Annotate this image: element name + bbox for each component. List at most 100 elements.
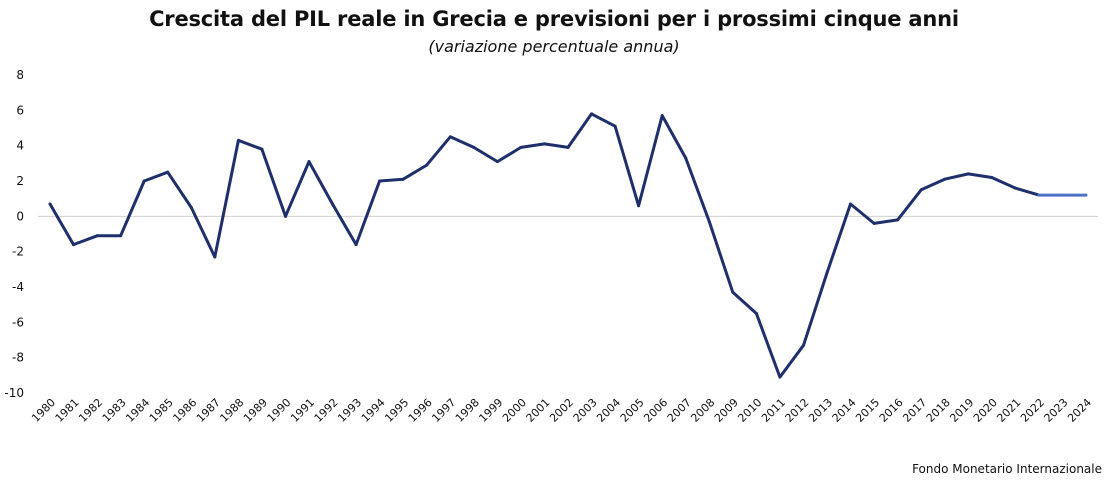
x-tick-label: 1998 xyxy=(453,396,482,425)
data-point xyxy=(354,243,358,247)
data-point xyxy=(472,145,476,149)
x-tick-label: 2005 xyxy=(618,396,647,425)
x-tick-label: 2018 xyxy=(924,396,953,425)
data-point xyxy=(1037,193,1041,197)
data-point xyxy=(684,156,688,160)
x-tick-label: 2002 xyxy=(547,396,576,425)
y-tick-label: 4 xyxy=(16,139,24,153)
y-tick-label: -6 xyxy=(12,315,24,329)
data-point xyxy=(166,170,170,174)
data-point xyxy=(142,179,146,183)
x-tick-label: 2019 xyxy=(947,396,976,425)
data-point xyxy=(778,375,782,379)
data-points xyxy=(48,112,1088,379)
x-tick-label: 2008 xyxy=(688,396,717,425)
y-tick-label: -2 xyxy=(12,245,24,259)
x-tick-label: 2013 xyxy=(806,396,835,425)
x-tick-label: 2015 xyxy=(853,396,882,425)
data-point xyxy=(660,114,664,118)
data-point xyxy=(48,202,52,206)
x-tick-label: 2021 xyxy=(994,396,1023,425)
y-tick-label: 6 xyxy=(16,103,24,117)
data-point xyxy=(95,234,99,238)
x-tick-label: 1997 xyxy=(429,396,458,425)
x-tick-label: 1996 xyxy=(406,396,435,425)
data-point xyxy=(1060,193,1064,197)
y-tick-label: -10 xyxy=(4,386,24,400)
y-tick-label: 0 xyxy=(16,209,24,223)
data-point xyxy=(236,138,240,142)
x-tick-label: 1981 xyxy=(53,396,82,425)
data-point xyxy=(731,290,735,294)
x-tick-label: 1984 xyxy=(123,396,152,425)
x-tick-label: 1987 xyxy=(194,396,223,425)
x-tick-label: 2000 xyxy=(500,396,529,425)
x-tick-label: 1989 xyxy=(241,396,270,425)
data-point xyxy=(283,214,287,218)
x-tick-label: 1991 xyxy=(288,396,317,425)
data-point xyxy=(990,175,994,179)
data-point xyxy=(307,160,311,164)
source-note: Fondo Monetario Internazionale xyxy=(912,462,1102,476)
data-point xyxy=(189,206,193,209)
chart-subtitle: (variazione percentuale annua) xyxy=(428,37,680,56)
x-tick-label: 1986 xyxy=(170,396,199,425)
x-tick-label: 1982 xyxy=(76,396,105,425)
data-point xyxy=(495,160,499,164)
data-point xyxy=(872,221,876,225)
data-point xyxy=(72,243,76,247)
data-point xyxy=(943,177,947,181)
series-line-historical xyxy=(48,112,1040,379)
data-point xyxy=(896,218,900,222)
data-point xyxy=(849,202,853,206)
x-tick-label: 2022 xyxy=(1018,396,1047,425)
x-tick-label: 2020 xyxy=(971,396,1000,425)
chart-title: Crescita del PIL reale in Grecia e previ… xyxy=(149,7,959,31)
x-tick-label: 1993 xyxy=(335,396,364,425)
data-point xyxy=(519,145,523,149)
x-tick-label: 2004 xyxy=(594,396,623,425)
x-tick-label: 2009 xyxy=(712,396,741,425)
y-tick-label: 2 xyxy=(16,174,24,188)
data-point xyxy=(425,163,429,167)
x-tick-label: 1999 xyxy=(476,396,505,425)
y-tick-label: -4 xyxy=(12,280,24,294)
x-tick-label: 2006 xyxy=(641,396,670,425)
data-point xyxy=(590,112,594,116)
data-point xyxy=(1013,186,1017,190)
x-tick-label: 1985 xyxy=(147,396,176,425)
x-tick-label: 2001 xyxy=(524,396,553,425)
y-tick-label: -8 xyxy=(12,351,24,365)
x-tick-label: 2010 xyxy=(735,396,764,425)
x-tick-label: 2024 xyxy=(1065,396,1094,425)
data-point xyxy=(707,220,711,224)
data-point xyxy=(542,142,546,146)
x-tick-label: 2023 xyxy=(1042,396,1071,425)
data-point xyxy=(613,124,617,128)
x-tick-label: 1994 xyxy=(359,396,388,425)
data-point xyxy=(966,172,970,176)
x-tick-label: 2007 xyxy=(665,396,694,425)
x-tick-label: 1980 xyxy=(29,396,58,425)
y-axis-tick-labels: 8 6 4 2 0 -2 -4 -6 -8 -10 xyxy=(4,68,24,400)
y-tick-label: 8 xyxy=(16,68,24,82)
data-point xyxy=(566,145,570,149)
data-point xyxy=(801,343,805,347)
x-axis-tick-labels: 1980198119821983198419851986198719881989… xyxy=(29,396,1094,425)
data-point xyxy=(919,188,923,192)
x-tick-label: 2012 xyxy=(783,396,812,425)
series-lines xyxy=(48,112,1086,379)
data-point xyxy=(637,204,641,208)
data-point xyxy=(119,234,123,238)
x-tick-label: 1995 xyxy=(382,396,411,425)
x-tick-label: 2017 xyxy=(900,396,929,425)
x-tick-label: 2014 xyxy=(830,396,859,425)
x-tick-label: 2003 xyxy=(571,396,600,425)
data-point xyxy=(825,271,829,275)
x-tick-label: 1988 xyxy=(217,396,246,425)
x-tick-label: 1992 xyxy=(312,396,341,425)
x-tick-label: 1983 xyxy=(100,396,129,425)
data-point xyxy=(260,147,264,151)
data-point xyxy=(1084,193,1088,197)
data-point xyxy=(213,255,217,259)
